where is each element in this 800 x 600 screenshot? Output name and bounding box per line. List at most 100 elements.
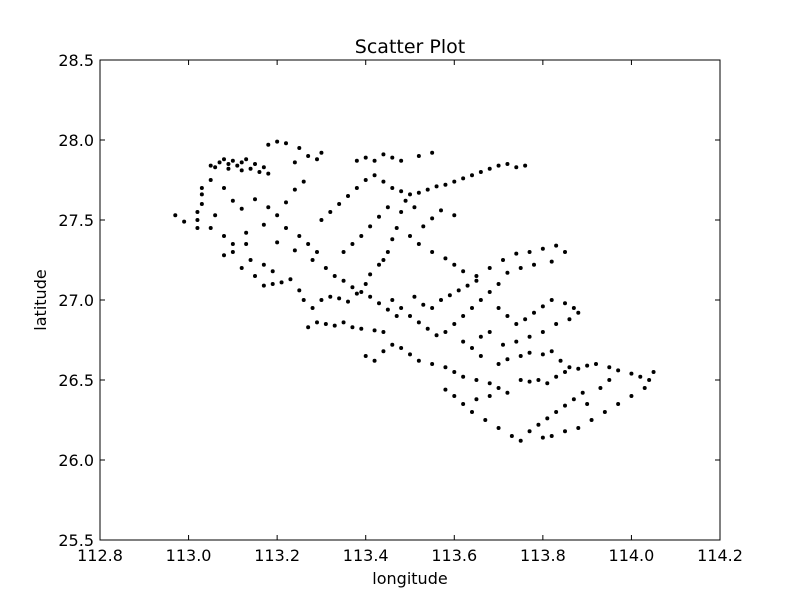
y-tick-label: 28.5 (58, 51, 94, 70)
scatter-point (470, 410, 474, 414)
scatter-point (470, 306, 474, 310)
scatter-point (540, 246, 545, 251)
scatter-point (496, 306, 501, 310)
scatter-point (208, 226, 213, 230)
y-tick-label: 26.5 (58, 371, 94, 390)
scatter-point (328, 294, 333, 299)
scatter-point (629, 371, 634, 376)
scatter-point (501, 258, 505, 262)
scatter-point (496, 362, 501, 366)
scatter-point (381, 152, 386, 157)
scatter-point (372, 358, 377, 363)
scatter-point (598, 386, 603, 390)
scatter-point (416, 358, 421, 363)
scatter-point (496, 282, 501, 286)
scatter-point (571, 397, 576, 402)
scatter-point (607, 365, 612, 370)
scatter-point (509, 434, 514, 438)
scatter-point (253, 274, 257, 278)
scatter-point (554, 243, 559, 248)
scatter-point (239, 206, 244, 211)
scatter-point (399, 210, 404, 214)
x-ticks: 112.8 113.0 113.2 113.4 113.6 113.8 114.0 114.2 (77, 60, 743, 565)
scatter-point (505, 314, 510, 318)
scatter-point (554, 322, 559, 326)
scatter-point (239, 168, 244, 173)
x-tick-label: 114.0 (609, 546, 655, 565)
scatter-point (576, 366, 581, 371)
scatter-point (425, 326, 430, 331)
scatter-point (253, 162, 257, 166)
scatter-point (315, 250, 319, 254)
scatter-point (540, 435, 545, 440)
scatter-point (567, 365, 572, 370)
scatter-point (408, 234, 412, 238)
scatter-point (306, 154, 311, 158)
scatter-point (230, 242, 235, 246)
scatter-point (266, 142, 271, 147)
scatter-point (222, 157, 226, 162)
scatter-point (602, 410, 607, 414)
scatter-point (461, 339, 466, 344)
scatter-point (540, 352, 545, 357)
scatter-point (452, 213, 457, 218)
scatter-point (549, 349, 554, 354)
scatter-point (230, 158, 235, 163)
scatter-point (213, 165, 218, 170)
scatter-point (288, 277, 293, 282)
scatter-point (390, 342, 395, 347)
scatter-point (359, 234, 364, 238)
scatter-point (354, 158, 359, 163)
scatter-point (390, 186, 395, 190)
scatter-point (266, 205, 271, 210)
scatter-point (350, 325, 355, 330)
scatter-point (523, 317, 528, 322)
scatter-point (377, 301, 381, 306)
scatter-point (505, 270, 510, 275)
scatter-point (638, 374, 643, 379)
scatter-point (594, 362, 598, 366)
scatter-point (452, 370, 457, 374)
scatter-point (474, 278, 479, 283)
scatter-point (244, 230, 249, 235)
x-tick-label: 113.4 (343, 546, 389, 565)
scatter-point (195, 226, 200, 230)
scatter-point (412, 205, 417, 210)
scatter-point (208, 178, 213, 182)
scatter-point (310, 258, 315, 262)
scatter-point (461, 314, 466, 318)
scatter-point (434, 184, 439, 189)
scatter-point (368, 272, 373, 277)
scatter-point (439, 298, 443, 302)
scatter-point (363, 178, 368, 182)
scatter-point (275, 240, 280, 245)
scatter-point (248, 258, 253, 262)
scatter-point (377, 262, 381, 267)
scatter-point (483, 418, 488, 422)
scatter-point (474, 274, 479, 278)
scatter-point (199, 186, 204, 190)
scatter-point (416, 242, 421, 246)
scatter-point (647, 378, 652, 382)
scatter-point (332, 274, 337, 278)
scatter-point (540, 304, 545, 309)
scatter-point (306, 325, 311, 330)
x-tick-label: 113.2 (254, 546, 300, 565)
scatter-point (226, 162, 231, 166)
scatter-point (496, 426, 501, 430)
scatter-point (381, 258, 386, 262)
scatter-point (430, 362, 435, 366)
scatter-point (292, 160, 297, 165)
scatter-point (337, 296, 342, 301)
scatter-point (501, 342, 505, 347)
scatter-point (399, 346, 404, 350)
scatter-point (456, 288, 461, 293)
scatter-point (518, 354, 523, 358)
scatter-point (470, 173, 474, 178)
scatter-point (297, 146, 302, 150)
scatter-point (341, 250, 346, 254)
scatter-point (284, 141, 288, 146)
scatter-point (270, 282, 275, 286)
scatter-point (616, 402, 621, 406)
scatter-point (199, 202, 204, 206)
